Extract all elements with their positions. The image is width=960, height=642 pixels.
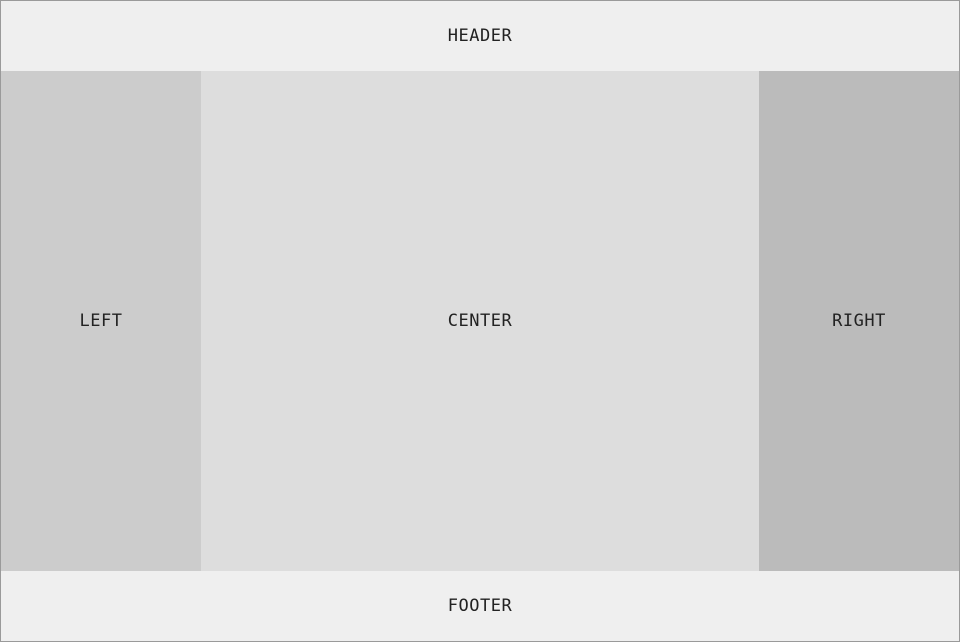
middle-row: LEFT CENTER RIGHT (1, 71, 959, 571)
right-panel-label: RIGHT (832, 311, 886, 331)
footer-region: FOOTER (1, 571, 959, 641)
right-panel: RIGHT (759, 71, 959, 571)
header-label: HEADER (447, 26, 513, 46)
footer-label: FOOTER (447, 596, 513, 616)
center-panel-label: CENTER (447, 311, 513, 331)
left-panel: LEFT (1, 71, 201, 571)
header-region: HEADER (1, 1, 959, 71)
left-panel-label: LEFT (79, 311, 123, 331)
center-panel: CENTER (201, 71, 759, 571)
